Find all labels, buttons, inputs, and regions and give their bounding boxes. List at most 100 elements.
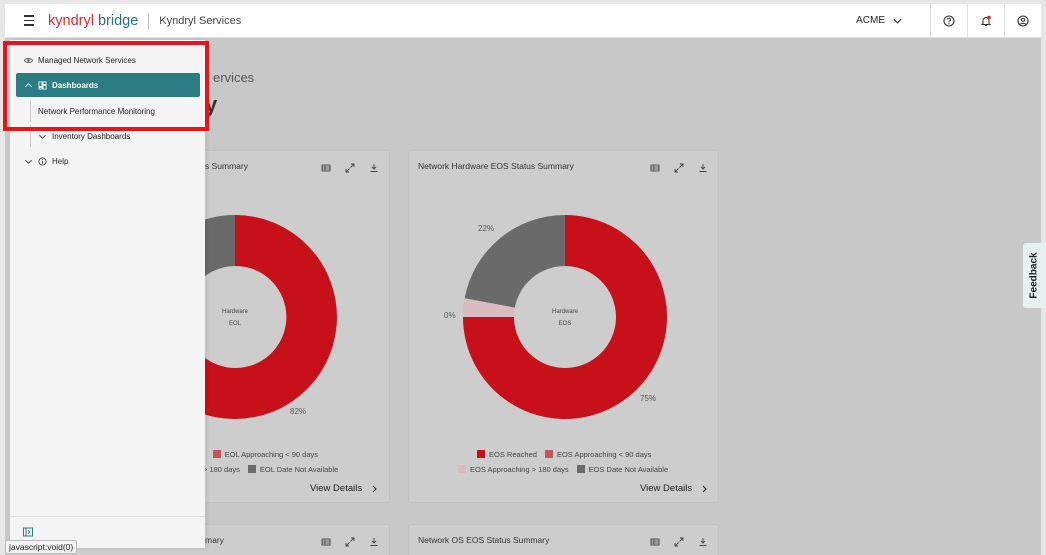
user-avatar-icon [1017,14,1029,27]
donut-center-line2: EOL [228,321,241,327]
legend-item[interactable]: EOS Approaching > 180 days [458,465,569,474]
tenant-selector[interactable]: ACME [856,15,902,26]
collapse-sidebar-icon[interactable] [23,527,33,537]
view-details-label: View Details [640,483,693,494]
help-icon [943,14,955,27]
view-details-label: View Details [310,483,363,494]
feedback-tab[interactable]: Feedback [1023,243,1046,308]
legend-item[interactable]: EOS Reached [477,450,537,459]
table-icon [650,164,660,172]
top-header: kyndryl bridge Kyndryl Services ACME [5,3,1041,38]
donut-center-line1: Hardware [551,309,578,315]
sidebar-item-dashboards[interactable]: Dashboards [16,73,200,97]
page-heading: y [205,92,218,117]
legend-swatch [247,465,256,473]
header-divider [930,3,931,38]
download-icon [370,538,378,546]
legend-swatch [544,450,553,458]
legend-label: EOS Approaching < 90 days [556,450,652,459]
legend-item[interactable]: EOS Approaching < 90 days [544,450,652,459]
view-details-link[interactable]: View Details [310,483,377,494]
download-button[interactable] [698,537,708,547]
expand-button[interactable] [345,163,355,173]
legend-label: EOS Approaching > 180 days [470,465,569,474]
sidebar-item-label: Inventory Dashboards [52,131,131,141]
sidebar-item-label: Dashboards [52,80,99,90]
expand-icon [345,537,355,547]
percent-label: 75% [640,394,657,403]
donut-slice-eos-not-available [464,215,565,308]
hardware-eos-card: Network Hardware EOS Status Summary Hard… [408,150,719,503]
sidebar-footer [10,516,205,548]
table-icon [321,538,331,546]
legend-label: EOS Reached [489,450,537,459]
page-breadcrumb: ervices [213,70,255,85]
sidebar-item-network-performance-monitoring[interactable]: Network Performance Monitoring [30,100,200,122]
table-icon [650,538,660,546]
legend-label: EOS Date Not Available [588,465,669,474]
donut-center-label: Hardware EOL [211,306,259,330]
table-view-button[interactable] [321,163,331,173]
view-details-link[interactable]: View Details [640,483,707,494]
sidebar-nav: Managed Network Services Dashboards Netw… [10,40,205,548]
download-button[interactable] [698,163,708,173]
legend-label: > 180 days [203,465,240,474]
expand-button[interactable] [345,537,355,547]
donut-center-line1: Hardware [221,309,248,315]
chevron-right-icon [372,485,377,492]
sidebar-item-inventory-dashboards[interactable]: Inventory Dashboards [30,125,200,147]
percent-label: 0% [444,311,456,320]
legend-item[interactable]: EOL Date Not Available [247,465,339,474]
chevron-right-icon [702,485,707,492]
expand-button[interactable] [674,537,684,547]
sidebar-item-managed-network-services[interactable]: Managed Network Services [16,48,200,72]
expand-button[interactable] [674,163,684,173]
header-divider [1004,3,1005,38]
donut-center-label: Hardware EOS [541,306,589,330]
legend-swatch [477,450,485,458]
expand-icon [674,163,684,173]
download-button[interactable] [369,537,379,547]
percent-label: 22% [478,224,495,233]
info-icon [38,156,47,166]
profile-button[interactable] [1005,4,1041,38]
legend-label: EOL Approaching < 90 days [224,450,319,459]
header-divider [967,3,968,38]
sidebar-item-label: Help [52,156,69,166]
app-title: Kyndryl Services [159,14,242,27]
chevron-up-icon [25,82,32,87]
expand-icon [345,163,355,173]
legend-swatch [212,450,221,458]
brand-logo[interactable]: kyndryl bridge [48,13,138,29]
brand-bridge: bridge [97,12,139,29]
eos-donut-chart [463,215,667,419]
donut-slice-eos-reached [463,215,667,419]
sidebar-item-label: Network Performance Monitoring [38,106,155,116]
os-eos-card: Network OS EOS Status Summary [408,524,719,555]
hamburger-menu-icon[interactable] [20,11,40,31]
chart-legend: l EOL Approaching < 90 days > 180 days E… [203,450,338,480]
donut-center-line2: EOS [558,321,572,327]
download-icon [370,164,378,172]
legend-swatch [458,465,466,473]
notifications-button[interactable] [968,4,1004,38]
legend-item[interactable]: EOL Approaching < 90 days [212,450,319,459]
table-view-button[interactable] [650,537,660,547]
brand-kyndryl: kyndryl [48,12,94,29]
legend-item[interactable]: EOS Date Not Available [576,465,669,474]
bell-icon [980,15,992,26]
feedback-label: Feedback [1029,252,1041,299]
download-button[interactable] [369,163,379,173]
legend-swatch [576,465,585,473]
eye-icon [24,57,33,63]
brand-divider [148,12,150,29]
table-view-button[interactable] [321,537,331,547]
sidebar-item-help[interactable]: Help [16,149,200,173]
table-view-button[interactable] [650,163,660,173]
help-button[interactable] [931,4,967,38]
chevron-down-icon [39,134,46,139]
status-bar-url: javascript:void(0) [5,540,78,554]
expand-icon [674,537,684,547]
card-title: Network OS EOS Status Summary [418,535,550,545]
legend-label: EOL Date Not Available [259,465,339,474]
